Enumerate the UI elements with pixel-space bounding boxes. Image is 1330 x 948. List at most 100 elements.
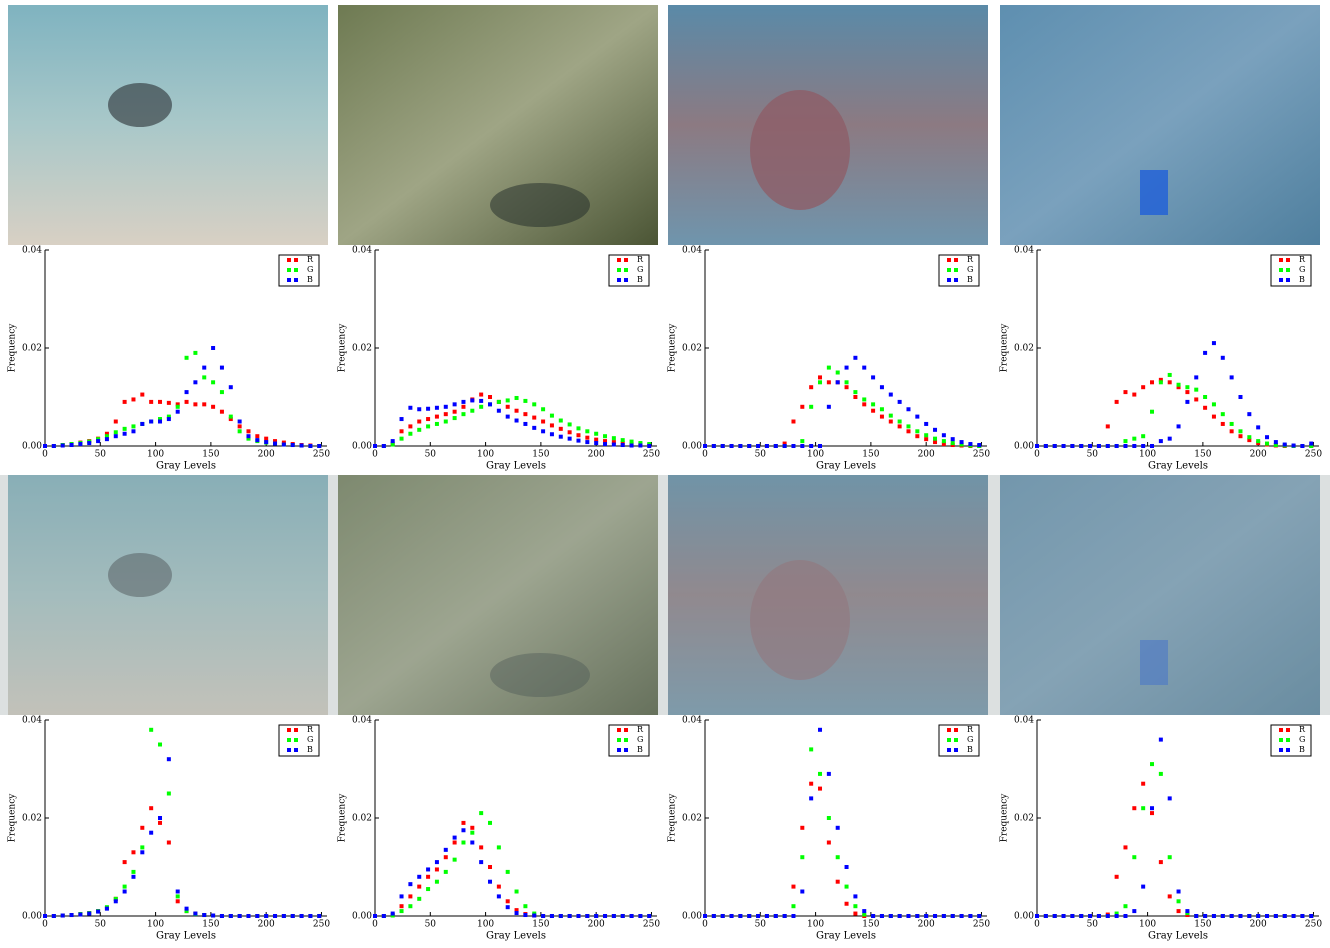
y-tick-label: 0.00 <box>352 442 372 452</box>
dot <box>497 885 501 889</box>
y-tick-label: 0.04 <box>1014 716 1034 726</box>
x-axis-label: Gray Levels <box>486 461 546 472</box>
dot <box>1123 904 1127 908</box>
dot <box>630 444 634 448</box>
dot <box>167 417 171 421</box>
dot <box>193 380 197 384</box>
dot <box>479 393 483 397</box>
dot <box>373 444 377 448</box>
dot <box>568 437 572 441</box>
x-axis-label: Gray Levels <box>156 461 216 472</box>
dot <box>827 772 831 776</box>
dot <box>373 914 377 918</box>
dot <box>488 402 492 406</box>
x-tick-label: 50 <box>755 450 767 460</box>
x-tick-label: 150 <box>862 450 879 460</box>
dot <box>435 880 439 884</box>
dot <box>470 826 474 830</box>
dot <box>880 385 884 389</box>
x-tick-label: 150 <box>532 450 549 460</box>
dot <box>123 890 127 894</box>
dot <box>1168 855 1172 859</box>
y-tick-label: 0.00 <box>682 442 702 452</box>
legend-swatch <box>1286 278 1290 282</box>
dot <box>827 405 831 409</box>
dot <box>800 439 804 443</box>
x-tick-label: 0 <box>1034 450 1040 460</box>
x-tick-label: 150 <box>532 920 549 930</box>
dot <box>506 398 510 402</box>
dot <box>862 366 866 370</box>
dot <box>291 914 295 918</box>
dot <box>703 914 707 918</box>
legend-swatch <box>1286 748 1290 752</box>
dot <box>211 380 215 384</box>
dot <box>444 848 448 852</box>
legend-swatch <box>287 268 291 272</box>
dot <box>497 894 501 898</box>
dot <box>871 375 875 379</box>
dot <box>818 380 822 384</box>
x-tick-label: 50 <box>755 920 767 930</box>
dot <box>193 912 197 916</box>
legend-swatch <box>617 268 621 272</box>
dot <box>185 356 189 360</box>
x-tick-label: 100 <box>477 920 494 930</box>
y-tick-label: 0.04 <box>352 246 372 256</box>
legend-swatch <box>617 738 621 742</box>
x-tick-label: 150 <box>1194 920 1211 930</box>
dot <box>408 424 412 428</box>
dot <box>818 444 822 448</box>
legend-swatch <box>624 268 628 272</box>
dot <box>220 914 224 918</box>
x-tick-label: 0 <box>702 920 708 930</box>
dot <box>1309 914 1313 918</box>
dot <box>738 444 742 448</box>
dot <box>747 914 751 918</box>
dot <box>532 914 536 918</box>
dot <box>1053 444 1057 448</box>
dot <box>1132 909 1136 913</box>
dot <box>158 821 162 825</box>
dot <box>1106 914 1110 918</box>
dot <box>400 417 404 421</box>
dot <box>1062 914 1066 918</box>
dot <box>906 407 910 411</box>
dot <box>774 914 778 918</box>
dot <box>523 422 527 426</box>
dot <box>1150 806 1154 810</box>
y-axis-label: Frequency <box>8 793 18 843</box>
legend-swatch <box>1286 738 1290 742</box>
y-axis-label: Frequency <box>1000 323 1010 373</box>
y-tick-label: 0.02 <box>352 814 372 824</box>
dot <box>1185 400 1189 404</box>
dot <box>1141 444 1145 448</box>
photo-haze <box>0 475 1330 715</box>
dot <box>149 728 153 732</box>
dot <box>308 914 312 918</box>
dot <box>453 416 457 420</box>
dot <box>550 414 554 418</box>
legend-label: B <box>637 275 643 284</box>
dot <box>140 826 144 830</box>
dot <box>809 747 813 751</box>
dot <box>382 444 386 448</box>
dot <box>229 914 233 918</box>
dot <box>96 910 100 914</box>
dot <box>444 870 448 874</box>
dot <box>131 870 135 874</box>
dot <box>942 433 946 437</box>
dot <box>238 420 242 424</box>
dot <box>845 865 849 869</box>
dot <box>149 831 153 835</box>
dot <box>906 424 910 428</box>
legend-label: R <box>637 255 644 264</box>
x-tick-label: 100 <box>1139 920 1156 930</box>
dot <box>426 407 430 411</box>
dot <box>1159 860 1163 864</box>
dot <box>1292 444 1296 448</box>
dot <box>417 875 421 879</box>
dot <box>853 904 857 908</box>
y-tick-label: 0.00 <box>352 912 372 922</box>
dot <box>1203 406 1207 410</box>
